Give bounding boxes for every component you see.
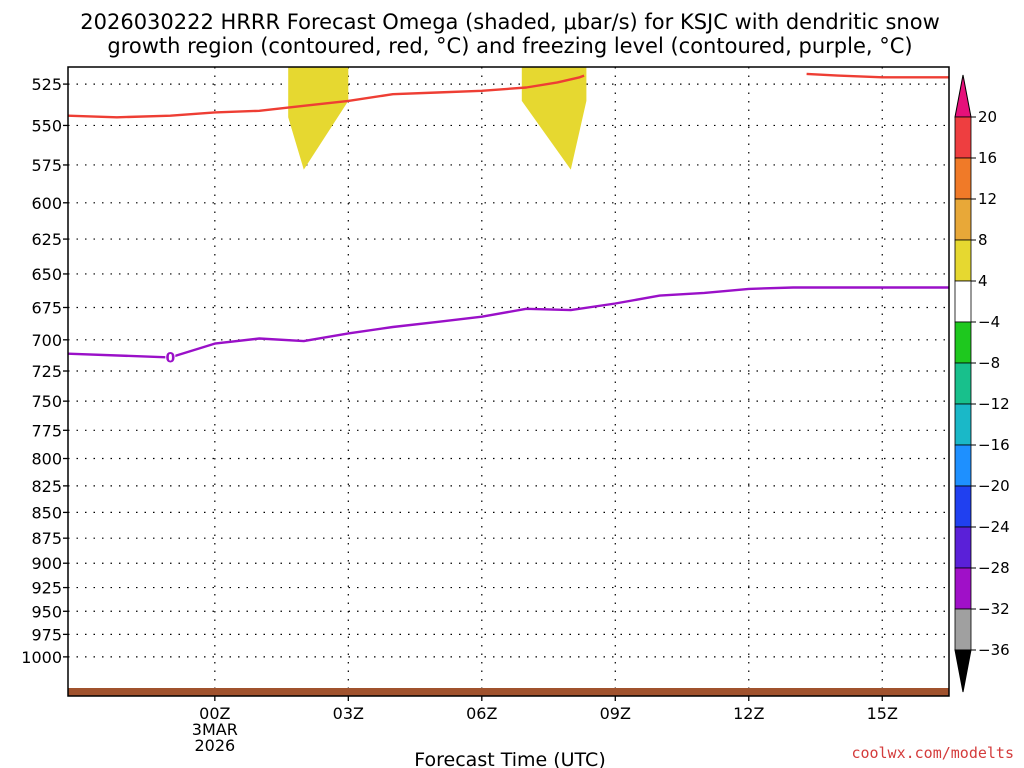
colorbar-bottom-arrow: [954, 649, 972, 693]
y-tick-label: 550: [31, 116, 62, 135]
omega-shaded-region-1: [288, 67, 349, 170]
y-tick-label: 825: [31, 477, 62, 496]
colorbar-label: −4: [978, 313, 1000, 331]
plot-frame: [67, 66, 950, 697]
colorbar-label: 16: [978, 149, 997, 167]
colorbar-segment: [954, 526, 972, 569]
freezing-level-label: 0: [165, 350, 175, 366]
colorbar-label: 12: [978, 190, 997, 208]
title-line-1: 2026030222 HRRR Forecast Omega (shaded, …: [80, 10, 940, 34]
colorbar-segment: [954, 157, 972, 200]
x-tick-label: 06Z: [466, 704, 497, 723]
y-tick-label: 925: [31, 579, 62, 598]
colorbar-label: −20: [978, 477, 1010, 495]
y-tick-label: 750: [31, 392, 62, 411]
x-tick-label: 03Z: [333, 704, 364, 723]
y-axis: 525 550 575 600 625 650 675 700 725 750 775 800 825 8…: [21, 75, 68, 667]
y-tick-label: 700: [31, 331, 62, 350]
y-tick-label: 975: [31, 625, 62, 644]
colorbar-segment: [954, 362, 972, 405]
x-axis-label: Forecast Time (UTC): [414, 749, 605, 768]
y-tick-label: 650: [31, 265, 62, 284]
x-tick-label: 00Z: [199, 704, 230, 723]
colorbar-segment: [954, 239, 972, 282]
freezing-level-label-bg: [165, 349, 176, 364]
y-tick-label: 625: [31, 230, 62, 249]
colorbar-segment: [954, 403, 972, 446]
colorbar-segment: [954, 321, 972, 364]
colorbar-segment: [954, 280, 972, 323]
site-credit: coolwx.com/modelts: [851, 744, 1014, 762]
y-tick-label: 575: [31, 156, 62, 175]
colorbar-segment: [954, 567, 972, 610]
colorbar-segment: [954, 444, 972, 487]
freezing-level-line: [68, 286, 949, 359]
omega-shaded-region-2: [521, 67, 587, 170]
y-tick-label: 850: [31, 503, 62, 522]
colorbar-label: −24: [978, 518, 1010, 536]
y-tick-label: 1000: [21, 648, 62, 667]
colorbar-legend: 20 16 12 8 4 −4 −8 −12 −16 −20 −24 −28 −32 −36: [954, 74, 1010, 693]
y-tick-label: 675: [31, 298, 62, 317]
dgz-contour-line-2: [806, 72, 949, 79]
y-tick-label: 775: [31, 421, 62, 440]
title-line-2: growth region (contoured, red, °C) and f…: [107, 34, 912, 58]
x-tick-label: 3MAR: [192, 720, 238, 739]
colorbar-segment: [954, 608, 972, 651]
colorbar-label: 8: [978, 231, 988, 249]
y-tick-label: 600: [31, 194, 62, 213]
x-tick-label: 09Z: [600, 704, 631, 723]
colorbar-segment: [954, 485, 972, 528]
colorbar-label: −12: [978, 395, 1010, 413]
colorbar-segment: [954, 198, 972, 241]
y-tick-label: 525: [31, 75, 62, 94]
colorbar-label: −32: [978, 600, 1010, 618]
x-tick-label: 2026: [194, 736, 235, 755]
plot-area: 0: [68, 67, 949, 696]
colorbar-label: 20: [978, 108, 997, 126]
terrain-strip: [68, 688, 949, 696]
y-tick-label: 875: [31, 529, 62, 548]
x-tick-label: 12Z: [733, 704, 764, 723]
colorbar-top-arrow: [954, 74, 972, 118]
colorbar-label: −36: [978, 641, 1010, 659]
y-tick-label: 950: [31, 602, 62, 621]
y-tick-label: 725: [31, 362, 62, 381]
x-tick-label: 15Z: [867, 704, 898, 723]
colorbar-label: 4: [978, 272, 988, 290]
colorbar-label: −16: [978, 436, 1010, 454]
y-tick-label: 900: [31, 554, 62, 573]
colorbar-segment: [954, 116, 972, 159]
y-tick-label: 800: [31, 450, 62, 469]
colorbar-label: −8: [978, 354, 1000, 372]
chart-title: 2026030222 HRRR Forecast Omega (shaded, …: [80, 10, 940, 58]
dgz-contour-line-1: [68, 74, 585, 119]
colorbar-label: −28: [978, 559, 1010, 577]
